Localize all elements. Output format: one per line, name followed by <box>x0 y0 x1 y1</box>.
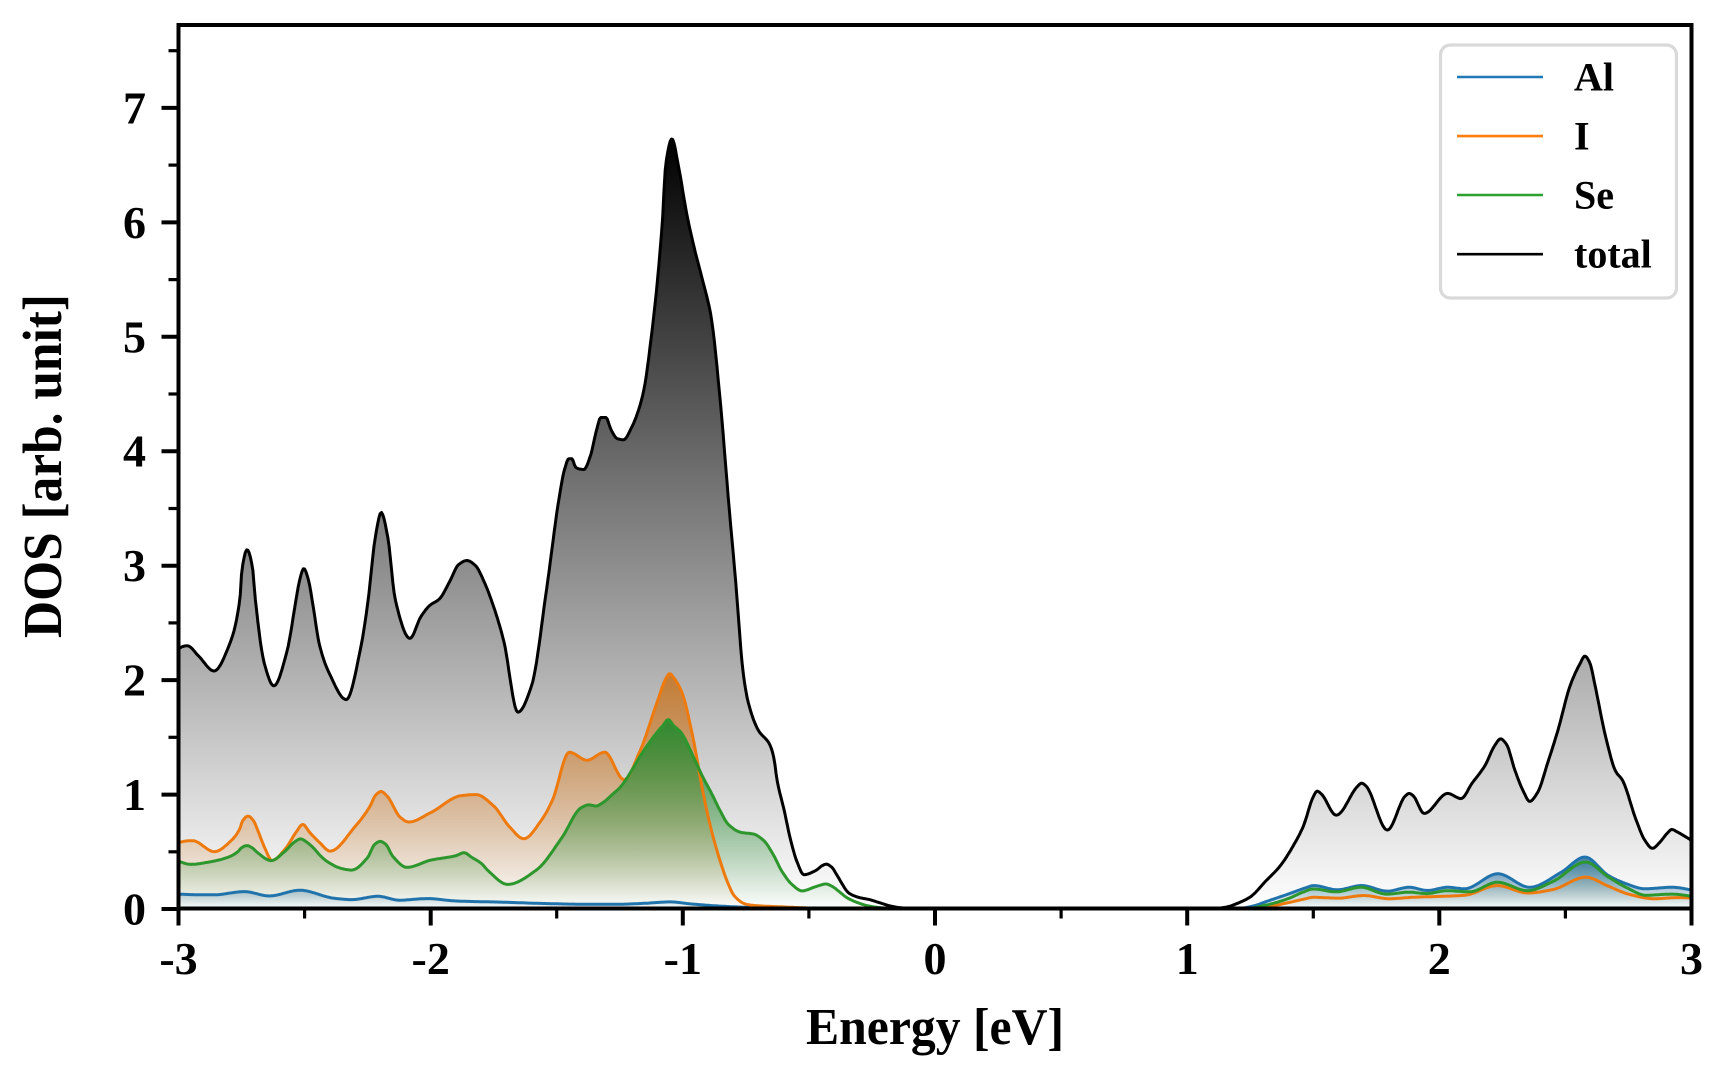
svg-text:Al: Al <box>1574 55 1614 100</box>
svg-text:2: 2 <box>1428 933 1451 984</box>
svg-text:Energy [eV]: Energy [eV] <box>806 999 1064 1056</box>
svg-text:3: 3 <box>1680 933 1703 984</box>
svg-text:7: 7 <box>123 82 146 133</box>
svg-text:I: I <box>1574 114 1590 159</box>
svg-text:3: 3 <box>123 540 146 591</box>
svg-text:total: total <box>1574 232 1652 277</box>
svg-text:0: 0 <box>123 884 146 935</box>
svg-text:4: 4 <box>123 426 146 477</box>
svg-text:6: 6 <box>123 197 146 248</box>
svg-text:0: 0 <box>924 933 947 984</box>
svg-text:-3: -3 <box>159 933 197 984</box>
svg-text:Se: Se <box>1574 173 1614 218</box>
svg-text:5: 5 <box>123 311 146 362</box>
svg-text:-1: -1 <box>664 933 702 984</box>
svg-text:DOS [arb. unit]: DOS [arb. unit] <box>12 294 73 638</box>
svg-text:1: 1 <box>123 769 146 820</box>
svg-text:-2: -2 <box>412 933 450 984</box>
svg-text:2: 2 <box>123 655 146 706</box>
svg-text:1: 1 <box>1176 933 1199 984</box>
